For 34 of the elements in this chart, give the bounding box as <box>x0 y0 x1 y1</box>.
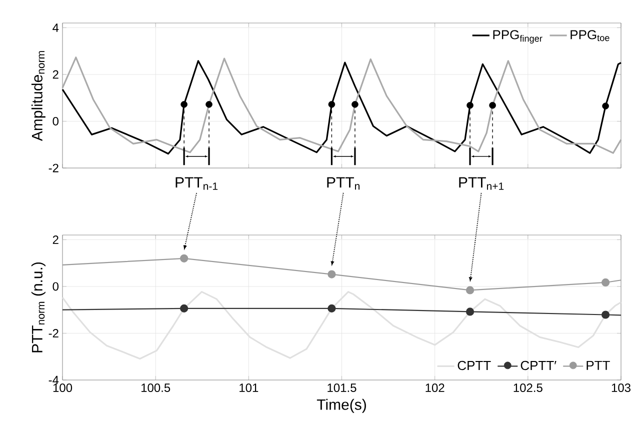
y-axis-title: PTT$_{norm}$ (n.u.) <box>31 262 46 352</box>
point <box>466 308 474 316</box>
y-axis-title: Amplitude$_{norm}$ <box>31 51 46 142</box>
x-tick-label: 101.5 <box>328 384 356 392</box>
x-tick-label: 100.5 <box>141 384 170 392</box>
y-tick-label: 4 <box>52 24 59 32</box>
x-tick-label: 103 <box>612 384 630 392</box>
point <box>602 310 610 319</box>
legend-label: CPTT <box>458 360 491 370</box>
point <box>328 270 336 278</box>
x-axis-title: Time(s) <box>316 398 366 413</box>
y-tick-label: -2 <box>48 329 58 338</box>
legend-label: CPTT′ <box>520 360 556 370</box>
annotation: PTT$_{n}$ <box>327 177 360 190</box>
x-tick-label: 102.5 <box>514 384 542 392</box>
y-tick-label: 2 <box>52 236 58 244</box>
point <box>180 304 188 312</box>
y-tick-label: 0 <box>52 282 59 291</box>
y-tick-label: 0 <box>52 116 59 126</box>
x-tick-label: 101 <box>240 384 258 392</box>
annotation: PTT$_{n+1}$ <box>459 177 504 190</box>
y-tick-label: -4 <box>48 376 59 384</box>
y-tick-label: 2 <box>52 70 58 79</box>
point <box>602 278 610 287</box>
legend-label: PPG$_{toe}$ <box>570 30 610 42</box>
point <box>466 286 474 294</box>
point <box>328 304 336 312</box>
legend-label: PTT <box>586 360 610 370</box>
legend-label: PPG$_{finger}$ <box>493 30 542 44</box>
x-tick-label: 100 <box>53 384 72 392</box>
annotation: PTT$_{n-1}$ <box>176 177 218 190</box>
point <box>180 254 188 262</box>
x-tick-label: 102 <box>426 384 444 392</box>
y-tick-label: -2 <box>48 164 58 172</box>
